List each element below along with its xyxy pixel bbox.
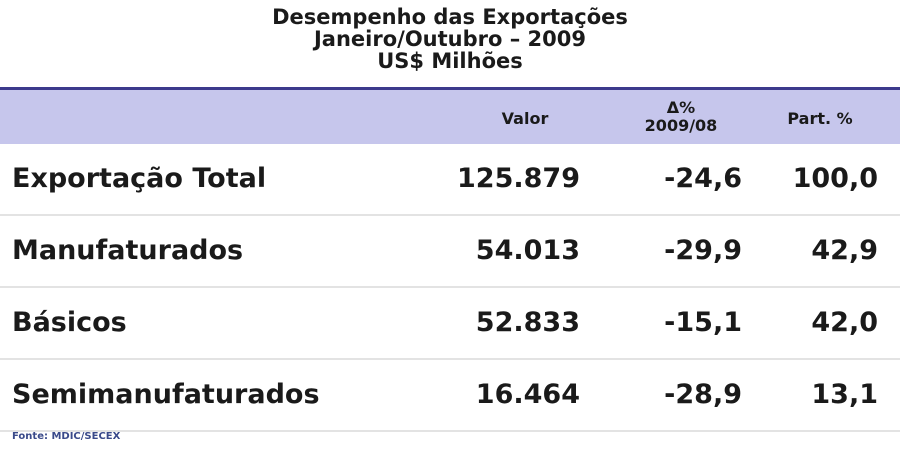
row-part: 13,1: [811, 379, 878, 410]
table-title: Desempenho das Exportações Janeiro/Outub…: [0, 6, 900, 72]
row-label: Exportação Total: [12, 163, 267, 194]
row-delta: -15,1: [664, 307, 742, 338]
table-row-semimanufaturados: Semimanufaturados 16.464 -28,9 13,1: [0, 360, 900, 432]
title-line-1: Desempenho das Exportações: [272, 5, 628, 29]
row-valor: 52.833: [475, 307, 580, 338]
table-row-basicos: Básicos 52.833 -15,1 42,0: [0, 288, 900, 360]
title-line-3: US$ Milhões: [377, 49, 523, 73]
table-row-exportacao-total: Exportação Total 125.879 -24,6 100,0: [0, 144, 900, 216]
row-label: Manufaturados: [12, 235, 244, 266]
column-header-valor: Valor: [501, 109, 549, 128]
source-note: Fonte: MDIC/SECEX: [12, 431, 121, 442]
column-header-delta-symbol: Δ%: [666, 98, 696, 117]
row-valor: 125.879: [457, 163, 580, 194]
row-delta: -24,6: [664, 163, 742, 194]
row-label: Semimanufaturados: [12, 379, 320, 410]
row-delta: -29,9: [664, 235, 742, 266]
row-valor: 16.464: [475, 379, 580, 410]
row-delta: -28,9: [664, 379, 742, 410]
row-part: 42,0: [811, 307, 878, 338]
row-valor: 54.013: [475, 235, 580, 266]
row-part: 42,9: [811, 235, 878, 266]
row-part: 100,0: [792, 163, 878, 194]
table-row-manufaturados: Manufaturados 54.013 -29,9 42,9: [0, 216, 900, 288]
column-header-delta: Δ% 2009/08: [626, 99, 736, 135]
column-header-part: Part. %: [787, 109, 853, 128]
column-header-delta-period: 2009/08: [644, 116, 718, 135]
title-line-2: Janeiro/Outubro – 2009: [313, 27, 586, 51]
table-body: Exportação Total 125.879 -24,6 100,0 Man…: [0, 144, 900, 432]
row-label: Básicos: [12, 307, 127, 338]
column-header-band: Valor Δ% 2009/08 Part. %: [0, 87, 900, 144]
